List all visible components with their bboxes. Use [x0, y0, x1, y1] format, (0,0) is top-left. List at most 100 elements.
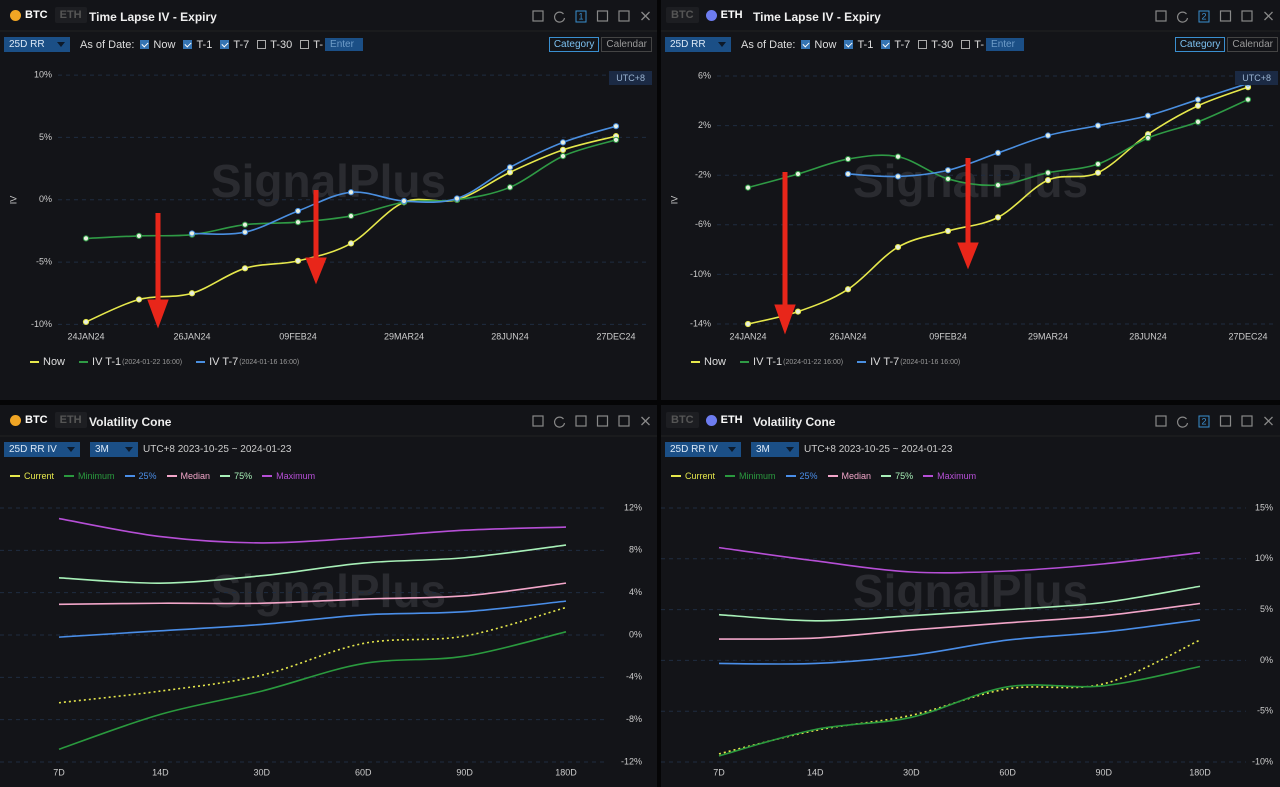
legend-item[interactable]: Maximum	[923, 471, 976, 481]
period-select[interactable]: 3M	[90, 442, 138, 457]
legend-item[interactable]: 25%	[124, 471, 157, 481]
badge-box[interactable]	[1198, 10, 1210, 23]
tool-icon[interactable]	[1219, 415, 1232, 427]
coin-tab[interactable]: BTC	[5, 412, 53, 428]
coin-tab[interactable]: BTC	[666, 412, 699, 428]
tool-icon[interactable]	[532, 10, 544, 22]
legend-item[interactable]: IV T-1 (2024-01-22 16:00)	[740, 356, 843, 368]
checkbox-item[interactable]: Now	[801, 39, 836, 51]
coin-tab[interactable]: ETH	[701, 412, 748, 428]
select[interactable]: 25D RR IV	[4, 442, 80, 457]
close-icon[interactable]	[641, 11, 650, 21]
select[interactable]: 25D RR	[4, 37, 70, 52]
close-icon[interactable]	[641, 416, 650, 426]
x-tick-label: 26JAN24	[173, 331, 210, 341]
checkbox-item[interactable]: T-1	[844, 39, 873, 51]
y-tick-label: 6%	[698, 70, 711, 80]
select[interactable]: 25D RR	[665, 37, 731, 52]
mode-button[interactable]: Category	[1174, 37, 1226, 52]
checkbox-item[interactable]: T-1	[183, 39, 212, 51]
tool-icon[interactable]	[1219, 10, 1232, 22]
x-tick-label: 7D	[53, 767, 65, 777]
checkbox-item[interactable]: Now	[140, 39, 175, 51]
coin-tab[interactable]: ETH	[701, 7, 748, 23]
tool-icon[interactable]	[596, 415, 609, 427]
period-select[interactable]: 3M	[751, 442, 799, 457]
legend-item[interactable]: Current	[671, 471, 715, 481]
legend-item[interactable]: 75%	[220, 471, 252, 481]
checkbox-item[interactable]: T-30	[918, 39, 953, 51]
legend-item[interactable]: Current	[10, 471, 54, 481]
refresh-icon[interactable]	[1176, 416, 1189, 428]
y-tick-label: 4%	[629, 587, 642, 597]
series-line	[58, 517, 567, 544]
legend-item[interactable]: 75%	[881, 471, 913, 481]
tool-icon[interactable]	[532, 415, 544, 427]
legend-item[interactable]: Median	[166, 471, 211, 481]
tool-icon[interactable]	[575, 415, 587, 427]
badge-box[interactable]	[1198, 415, 1210, 428]
legend-item[interactable]: IV T-7 (2024-01-16 16:00)	[196, 356, 299, 368]
panel: SignalPlus 12% 8% 4% 0% -4% -8% -12% 7D 14D 30D 60D…	[0, 405, 657, 787]
legend-item[interactable]: Now	[30, 356, 65, 368]
legend: Current Minimum 25% Median 75% Maximum	[671, 471, 976, 481]
legend-item[interactable]: Median	[827, 471, 871, 481]
tool-icon[interactable]	[1155, 10, 1167, 22]
point	[744, 320, 752, 328]
legend-label: Median	[180, 471, 211, 481]
close-icon[interactable]	[1264, 416, 1273, 426]
tool-icon[interactable]	[1155, 415, 1167, 427]
legend-label: IV T-7	[209, 356, 239, 368]
series-line	[58, 606, 567, 704]
legend-item[interactable]: Now	[691, 356, 726, 368]
x-tick-label: 180D	[555, 767, 577, 777]
coin-tab[interactable]: BTC	[666, 7, 699, 23]
point	[944, 167, 952, 174]
date-input[interactable]: Enter	[325, 38, 364, 51]
legend-label: Current	[24, 471, 55, 481]
refresh-icon[interactable]	[1176, 11, 1189, 23]
badge: 2	[1201, 11, 1206, 21]
series-line	[718, 546, 1201, 574]
point	[506, 164, 514, 171]
y-tick-label: 8%	[629, 545, 642, 555]
select[interactable]: 25D RR IV	[665, 442, 741, 457]
checkbox-item[interactable]: T-	[961, 39, 984, 51]
coin-tab[interactable]: ETH	[54, 7, 87, 23]
mode-button[interactable]: Calendar	[601, 37, 652, 52]
mode-button[interactable]: Category	[548, 37, 600, 52]
legend-item[interactable]: IV T-1 (2024-01-22 16:00)	[79, 356, 182, 368]
refresh-icon[interactable]	[553, 11, 566, 23]
mode-button[interactable]: Calendar	[1227, 37, 1278, 52]
tool-icon[interactable]	[596, 10, 609, 22]
refresh-icon[interactable]	[553, 416, 566, 428]
tool-icon[interactable]	[618, 10, 630, 22]
y-tick-label: -10%	[31, 319, 52, 329]
date-input[interactable]: Enter	[986, 38, 1025, 51]
legend-item[interactable]: Minimum	[725, 471, 776, 481]
tool-icon[interactable]	[1241, 10, 1253, 22]
coin-tab[interactable]: ETH	[54, 412, 87, 428]
point	[241, 229, 249, 236]
x-tick-label: 24JAN24	[67, 331, 104, 341]
coin-tabs: BTC ETH	[666, 412, 748, 428]
legend-item[interactable]: Maximum	[262, 471, 315, 481]
point	[794, 308, 802, 315]
checkbox-item[interactable]: T-7	[220, 39, 249, 51]
point	[82, 318, 90, 326]
badge-box[interactable]	[575, 10, 587, 23]
y-axis-label: IV	[669, 196, 679, 205]
legend-item[interactable]: Minimum	[64, 471, 115, 481]
tool-icon[interactable]	[1241, 415, 1253, 427]
checkbox-item[interactable]: T-	[300, 39, 323, 51]
legend-item[interactable]: 25%	[785, 471, 818, 481]
tool-icon[interactable]	[618, 415, 630, 427]
checkbox-label: T-7	[894, 38, 911, 51]
legend-item[interactable]: IV T-7 (2024-01-16 16:00)	[857, 356, 960, 368]
checkbox-item[interactable]: T-7	[881, 39, 910, 51]
point	[612, 136, 620, 144]
close-icon[interactable]	[1264, 11, 1273, 21]
checkbox-item[interactable]: T-30	[257, 39, 292, 51]
coin-tab[interactable]: BTC	[5, 7, 53, 23]
